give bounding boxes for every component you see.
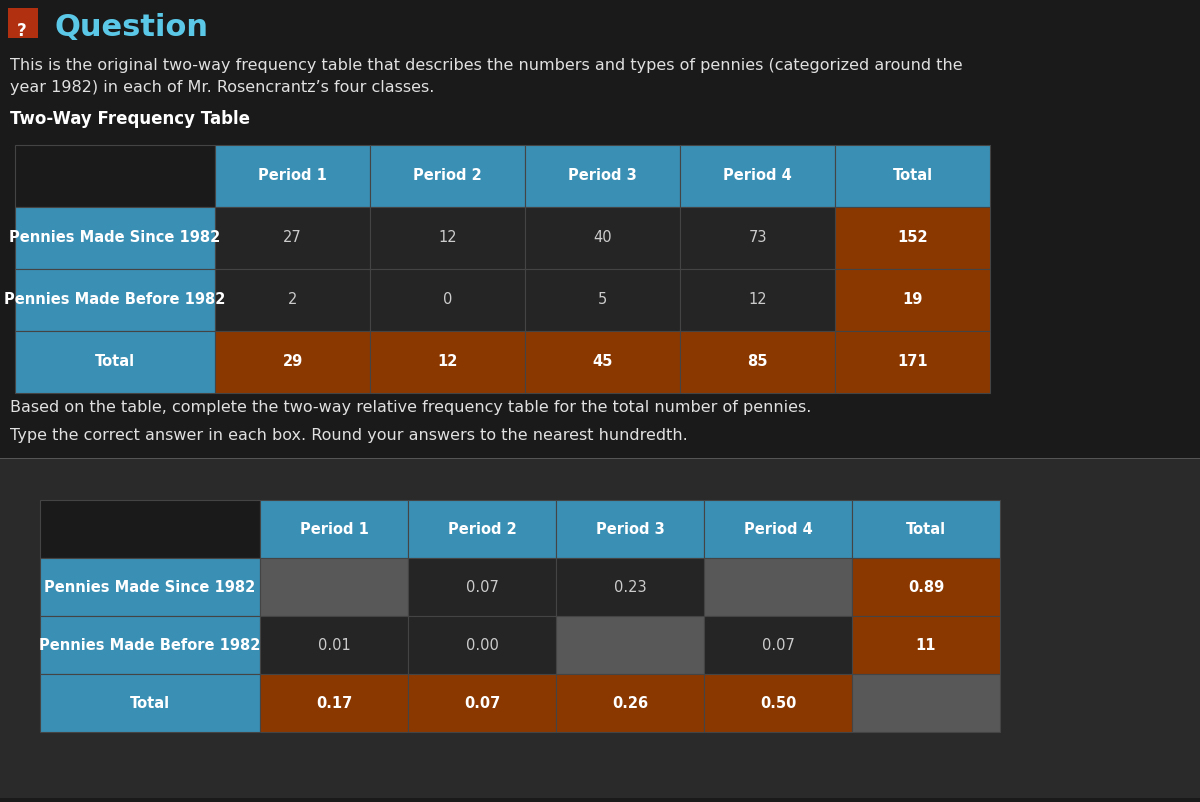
Text: Question: Question [55, 13, 209, 42]
Text: This is the original two-way frequency table that describes the numbers and type: This is the original two-way frequency t… [10, 58, 962, 73]
Text: Period 4: Period 4 [744, 521, 812, 537]
Text: 40: 40 [593, 230, 612, 245]
Text: 171: 171 [898, 354, 928, 370]
Text: 0.00: 0.00 [466, 638, 498, 653]
Text: Period 4: Period 4 [724, 168, 792, 184]
Text: 45: 45 [593, 354, 613, 370]
Text: 0.17: 0.17 [316, 695, 352, 711]
Text: Period 1: Period 1 [258, 168, 326, 184]
Text: Total: Total [906, 521, 946, 537]
Text: Pennies Made Before 1982: Pennies Made Before 1982 [40, 638, 260, 653]
Text: 2: 2 [288, 293, 298, 307]
Text: Total: Total [130, 695, 170, 711]
Text: Period 1: Period 1 [300, 521, 368, 537]
Text: 12: 12 [438, 230, 457, 245]
Text: 152: 152 [898, 230, 928, 245]
Text: 5: 5 [598, 293, 607, 307]
Text: 29: 29 [282, 354, 302, 370]
Text: 0.07: 0.07 [466, 580, 498, 594]
Text: 19: 19 [902, 293, 923, 307]
Text: Type the correct answer in each box. Round your answers to the nearest hundredth: Type the correct answer in each box. Rou… [10, 428, 688, 443]
Text: 12: 12 [437, 354, 457, 370]
Text: year 1982) in each of Mr. Rosencrantz’s four classes.: year 1982) in each of Mr. Rosencrantz’s … [10, 80, 434, 95]
Text: 0: 0 [443, 293, 452, 307]
Text: 0.07: 0.07 [762, 638, 794, 653]
Text: Period 2: Period 2 [413, 168, 482, 184]
Text: ?: ? [17, 22, 26, 40]
Text: Pennies Made Since 1982: Pennies Made Since 1982 [10, 230, 221, 245]
Text: Total: Total [893, 168, 932, 184]
Text: 85: 85 [748, 354, 768, 370]
Text: Based on the table, complete the two-way relative frequency table for the total : Based on the table, complete the two-way… [10, 400, 811, 415]
Text: Two-Way Frequency Table: Two-Way Frequency Table [10, 110, 250, 128]
Text: 0.26: 0.26 [612, 695, 648, 711]
Text: 73: 73 [749, 230, 767, 245]
Text: Period 3: Period 3 [568, 168, 637, 184]
Text: 11: 11 [916, 638, 936, 653]
Text: 27: 27 [283, 230, 302, 245]
Text: 0.01: 0.01 [318, 638, 350, 653]
Text: 0.07: 0.07 [464, 695, 500, 711]
Text: 0.23: 0.23 [613, 580, 647, 594]
Text: Pennies Made Since 1982: Pennies Made Since 1982 [44, 580, 256, 594]
Text: Period 3: Period 3 [595, 521, 665, 537]
Text: 0.89: 0.89 [908, 580, 944, 594]
Text: 0.50: 0.50 [760, 695, 796, 711]
Text: 12: 12 [748, 293, 767, 307]
Text: Pennies Made Before 1982: Pennies Made Before 1982 [5, 293, 226, 307]
Text: Period 2: Period 2 [448, 521, 516, 537]
Text: Total: Total [95, 354, 136, 370]
